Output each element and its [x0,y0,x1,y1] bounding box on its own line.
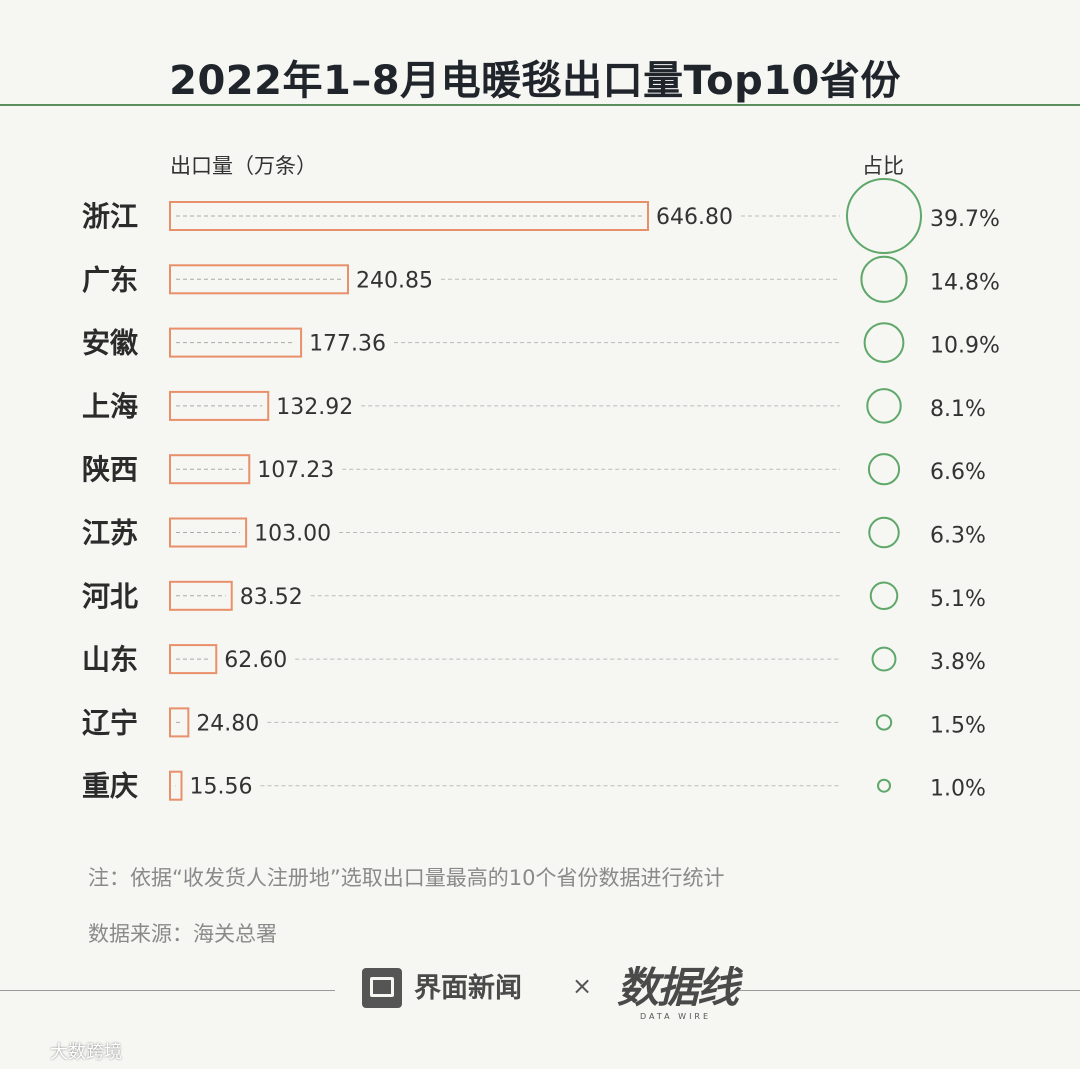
share-label: 39.7% [930,207,1000,232]
footer-rule-left [0,990,335,991]
share-bubble [867,453,901,486]
bar [169,517,248,548]
share-label: 3.8% [930,650,986,675]
share-bubble [869,581,899,611]
share-bubble [868,516,900,549]
share-label: 6.6% [930,460,986,485]
title-rule [0,104,1080,106]
category-label: 辽宁 [82,706,138,739]
footer-rule-right [738,990,1080,991]
bar [169,454,251,485]
share-column-label: 占比 [862,154,904,178]
category-label: 广东 [82,263,138,296]
share-label: 1.0% [930,777,986,802]
value-axis-label: 出口量（万条） [170,154,317,178]
jiemian-logo-icon [362,968,402,1008]
bar [169,644,218,675]
category-label: 上海 [82,390,138,423]
bar [169,390,270,421]
value-label: 240.85 [356,268,433,293]
source-text: 数据来源：海关总署 [88,922,277,946]
share-label: 5.1% [930,587,986,612]
category-label: 安徽 [82,327,139,360]
category-label: 重庆 [82,770,138,803]
value-label: 132.92 [276,395,353,420]
bar [169,707,190,738]
share-label: 1.5% [930,713,986,738]
bar [169,770,183,801]
value-label: 62.60 [224,648,287,673]
value-label: 177.36 [309,332,386,357]
note-text: 注：依据“收发货人注册地”选取出口量最高的10个省份数据进行统计 [88,866,725,890]
value-label: 83.52 [240,585,303,610]
value-label: 15.56 [189,775,252,800]
brand-jiemian: 界面新闻 [414,973,522,1004]
value-label: 24.80 [196,711,259,736]
bar [169,580,233,611]
share-bubble [877,778,891,793]
category-label: 山东 [82,643,138,676]
bar [169,327,303,358]
category-label: 江苏 [82,517,138,550]
share-label: 10.9% [930,334,1000,359]
share-bubble [860,255,908,303]
share-label: 6.3% [930,524,986,549]
share-bubble [866,388,902,424]
watermark-text: 大数跨境 [50,1042,122,1063]
brand-datawire: 数据线 [617,963,739,1012]
share-bubble [875,714,893,731]
chart-title: 2022年1–8月电暖毯出口量Top10省份 [169,58,901,104]
bar-chart: 浙江 646.80 39.7% 广东 240.85 14.8% 安徽 177.36 10.9% 上… [82,178,1000,803]
value-label: 103.00 [254,522,331,547]
category-label: 浙江 [82,200,138,233]
value-label: 107.23 [257,458,334,483]
share-bubble [871,646,897,672]
category-label: 河北 [82,580,138,613]
value-label: 646.80 [656,205,733,230]
category-label: 陕西 [82,453,138,486]
brand-cross: × [572,972,593,1000]
share-bubble [863,322,905,363]
share-label: 8.1% [930,397,986,422]
brand-datawire-sub: DATA WIRE [640,1012,712,1021]
share-label: 14.8% [930,270,1000,295]
share-bubble [846,178,922,254]
bar [169,264,349,295]
bar [169,201,649,231]
